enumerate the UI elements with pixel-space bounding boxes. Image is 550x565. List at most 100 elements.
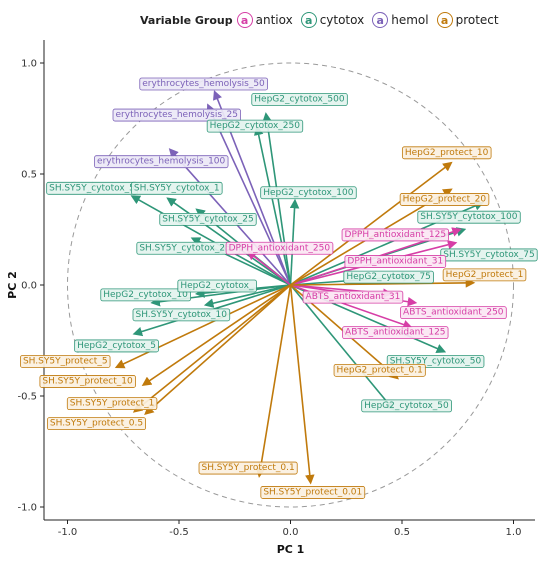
svg-text:HepG2_protect_0.1: HepG2_protect_0.1 <box>337 365 423 375</box>
svg-text:SH.SY5Y_cytotox_100: SH.SY5Y_cytotox_100 <box>420 212 517 222</box>
vector-protect <box>289 284 315 485</box>
y-tick-label: -0.5 <box>17 392 37 403</box>
legend-title: Variable Group <box>140 13 233 27</box>
svg-text:HepG2_cytotox_: HepG2_cytotox_ <box>180 281 254 291</box>
y-axis-title: PC 2 <box>6 271 19 299</box>
svg-text:DPPH_antioxidant_250: DPPH_antioxidant_250 <box>229 243 331 253</box>
svg-text:ABTS_antioxidant_31: ABTS_antioxidant_31 <box>306 292 401 302</box>
svg-text:erythrocytes_hemolysis_100: erythrocytes_hemolysis_100 <box>97 157 226 167</box>
vector-label: HepG2_protect_10 <box>401 146 492 160</box>
x-tick-label: 0.0 <box>283 527 299 538</box>
vector-label: ABTS_antioxidant_125 <box>342 326 449 340</box>
legend-label-protect: protect <box>455 13 499 27</box>
vector-label: SH.SY5Y_cytotox_10 <box>132 308 231 322</box>
x-tick-label: 1.0 <box>506 527 522 538</box>
svg-text:ABTS_antioxidant_125: ABTS_antioxidant_125 <box>345 328 446 338</box>
legend-item-antiox: a antiox <box>236 12 293 28</box>
vector-label: SH.SY5Y_protect_0.5 <box>46 417 146 431</box>
svg-text:SH.SY5Y_protect_5: SH.SY5Y_protect_5 <box>23 356 108 366</box>
vector-label: DPPH_antioxidant_250 <box>225 241 334 255</box>
legend-label-antiox: antiox <box>255 13 293 27</box>
y-tick-label: 1.0 <box>21 59 37 70</box>
svg-text:HepG2_cytotox_10: HepG2_cytotox_10 <box>103 290 188 300</box>
vector-protect <box>141 284 291 386</box>
vector-cytotox <box>262 112 292 286</box>
legend-label-cytotox: cytotox <box>319 13 365 27</box>
legend-item-cytotox: a cytotox <box>300 12 365 28</box>
correlation-circle <box>67 62 514 508</box>
svg-text:SH.SY5Y_cytotox_50: SH.SY5Y_cytotox_50 <box>390 356 482 366</box>
svg-text:SH.SY5Y_cytotox_75: SH.SY5Y_cytotox_75 <box>443 250 534 260</box>
svg-text:HepG2_cytotox_50: HepG2_cytotox_50 <box>364 401 449 411</box>
svg-text:SH.SY5Y_protect_0.5: SH.SY5Y_protect_0.5 <box>50 419 143 429</box>
vector-label: DPPH_antioxidant_31 <box>344 255 447 268</box>
vector-label: HepG2_cytotox_250 <box>206 119 304 133</box>
svg-text:HepG2_cytotox_100: HepG2_cytotox_100 <box>263 188 354 198</box>
vector-label: SH.SY5Y_protect_0.01 <box>260 486 366 499</box>
vector-cytotox <box>289 284 395 411</box>
vector-label: HepG2_cytotox_100 <box>260 186 357 200</box>
svg-text:SH.SY5Y_cytotox_25: SH.SY5Y_cytotox_25 <box>162 214 253 224</box>
x-tick-label: -1.0 <box>58 527 78 538</box>
vector-hemol <box>206 103 292 286</box>
vector-label: erythrocytes_hemolysis_50 <box>139 77 268 91</box>
vector-label: HepG2_cytotox_10 <box>100 288 191 302</box>
svg-text:erythrocytes_hemolysis_25: erythrocytes_hemolysis_25 <box>116 110 239 120</box>
svg-text:HepG2_cytotox_500: HepG2_cytotox_500 <box>254 95 345 105</box>
vector-protect <box>132 284 292 413</box>
svg-text:HepG2_cytotox_5: HepG2_cytotox_5 <box>77 341 156 351</box>
legend-key-antiox: a <box>236 12 253 28</box>
vector-protect <box>255 284 292 478</box>
plot-frame <box>43 40 535 521</box>
vector-cytotox <box>166 197 291 286</box>
vector-antiox <box>246 250 291 286</box>
y-tick-label: -1.0 <box>17 503 37 514</box>
vector-label: SH.SY5Y_cytotox_5 <box>46 181 138 195</box>
vector-label: SH.SY5Y_protect_0.1 <box>198 461 298 475</box>
svg-text:SH.SY5Y_protect_10: SH.SY5Y_protect_10 <box>42 376 133 386</box>
vector-protect <box>144 284 292 416</box>
vector-labels: erythrocytes_hemolysis_50 erythrocytes_he… <box>20 77 538 499</box>
svg-text:SH.SY5Y_cytotox_10: SH.SY5Y_cytotox_10 <box>135 310 227 320</box>
vector-cytotox <box>253 125 292 286</box>
svg-text:SH.SY5Y_protect_0.01: SH.SY5Y_protect_0.01 <box>263 487 362 497</box>
vector-label: HepG2_cytotox_ <box>177 279 257 293</box>
vector-label: HepG2_cytotox_5 <box>74 339 159 353</box>
svg-text:HepG2_cytotox_250: HepG2_cytotox_250 <box>210 121 301 131</box>
legend-key-hemol: a <box>372 12 389 28</box>
vector-protect <box>114 284 291 369</box>
x-axis-title: PC 1 <box>277 543 305 556</box>
vector-label: HepG2_cytotox_50 <box>361 399 452 413</box>
axis-ticks: -1.0 -1.0 -0.5 -0.5 0.0 0.0 0.5 0.5 1.0 1.0 <box>17 59 521 539</box>
legend-label-hemol: hemol <box>391 13 429 27</box>
svg-text:erythrocytes_hemolysis_50: erythrocytes_hemolysis_50 <box>142 79 265 89</box>
legend: Variable Group a antiox a cytotox a hemo… <box>140 10 507 30</box>
vector-cytotox <box>203 284 291 308</box>
svg-text:SH.SY5Y_protect_1: SH.SY5Y_protect_1 <box>70 399 155 409</box>
vector-label: HepG2_cytotox_75 <box>343 270 434 284</box>
vector-label: SH.SY5Y_cytotox_25 <box>159 212 257 226</box>
svg-text:SH.SY5Y_cytotox_1: SH.SY5Y_cytotox_1 <box>134 183 220 193</box>
vector-label: erythrocytes_hemolysis_25 <box>112 108 241 122</box>
vector-label: SH.SY5Y_cytotox_100 <box>417 210 521 224</box>
svg-text:SH.SY5Y_cytotox_5: SH.SY5Y_cytotox_5 <box>49 183 135 193</box>
svg-text:DPPH_antioxidant_31: DPPH_antioxidant_31 <box>347 257 443 267</box>
y-tick-label: 0.0 <box>21 281 37 292</box>
vector-label: HepG2_protect_1 <box>442 268 527 282</box>
svg-text:HepG2_cytotox_75: HepG2_cytotox_75 <box>346 272 431 282</box>
legend-item-protect: a protect <box>436 12 499 28</box>
svg-text:HepG2_protect_1: HepG2_protect_1 <box>446 270 524 280</box>
vector-label: DPPH_antioxidant_125 <box>341 228 449 242</box>
vector-label: SH.SY5Y_cytotox_75 <box>440 248 538 262</box>
vector-label: erythrocytes_hemolysis_100 <box>94 155 229 169</box>
legend-item-hemol: a hemol <box>372 12 429 28</box>
vector-label: SH.SY5Y_protect_5 <box>20 355 111 368</box>
svg-text:SH.SY5Y_protect_0.1: SH.SY5Y_protect_0.1 <box>202 463 295 473</box>
vector-protect <box>290 278 476 288</box>
vector-label: HepG2_protect_20 <box>399 193 490 206</box>
vector-label: SH.SY5Y_protect_10 <box>39 375 136 388</box>
legend-key-cytotox: a <box>300 12 317 28</box>
vector-label: HepG2_cytotox_500 <box>251 93 348 106</box>
vector-label: SH.SY5Y_cytotox_1 <box>130 181 223 195</box>
